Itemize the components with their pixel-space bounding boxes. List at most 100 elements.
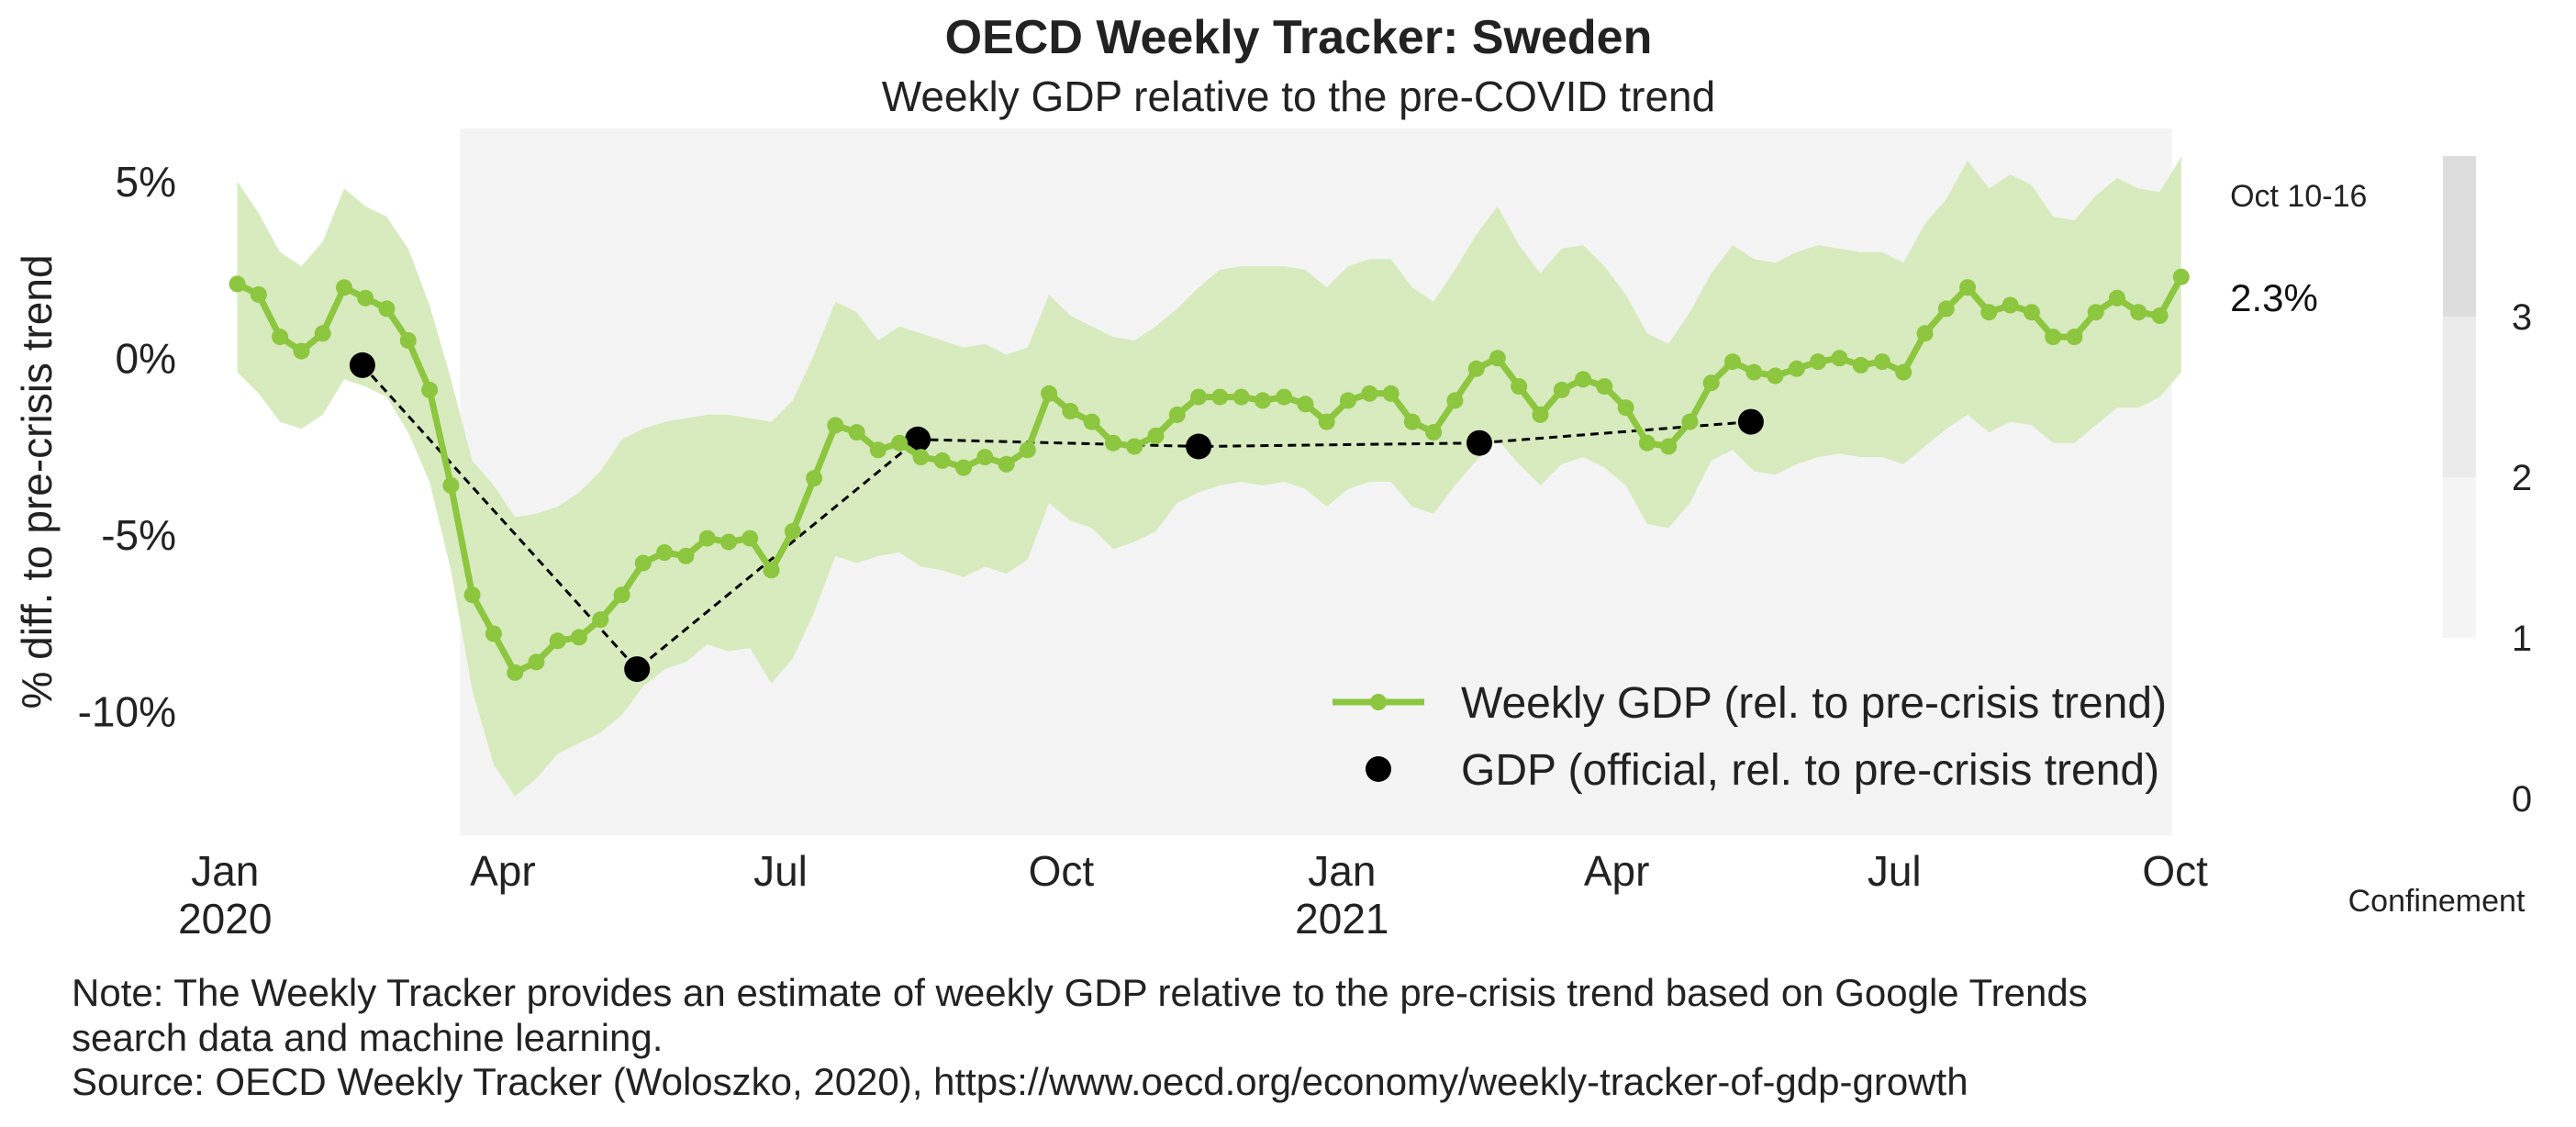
- colorbar-tick-label: 3: [2512, 297, 2532, 338]
- weekly-gdp-point: [1852, 356, 1869, 374]
- weekly-gdp-point: [2151, 307, 2169, 324]
- weekly-gdp-point: [421, 381, 439, 398]
- weekly-gdp-point: [1745, 363, 1763, 381]
- colorbar-tick-label: 1: [2512, 619, 2532, 659]
- official-gdp-point: [349, 351, 375, 378]
- x-tick-label: Oct: [2142, 847, 2208, 895]
- weekly-gdp-point: [2045, 329, 2062, 346]
- weekly-gdp-point: [806, 470, 823, 487]
- weekly-gdp-point: [293, 342, 310, 360]
- legend-official-label: GDP (official, rel. to pre-crisis trend): [1461, 746, 2159, 795]
- weekly-gdp-point: [1297, 396, 1314, 413]
- weekly-gdp-point: [1361, 385, 1378, 402]
- weekly-gdp-point: [507, 664, 524, 681]
- weekly-gdp-point: [891, 434, 909, 452]
- weekly-gdp-point: [742, 530, 759, 547]
- weekly-gdp-point: [1959, 279, 1976, 296]
- weekly-gdp-point: [314, 325, 331, 342]
- colorbar-label: Confinement: [2348, 884, 2526, 919]
- weekly-gdp-point: [571, 629, 587, 646]
- weekly-gdp-point: [1446, 392, 1464, 409]
- weekly-gdp-layer: [229, 268, 2190, 681]
- weekly-gdp-point: [229, 275, 246, 293]
- annotations-layer: Oct 10-16 2.3%: [2230, 179, 2367, 319]
- weekly-gdp-point: [1318, 413, 1335, 430]
- y-axis-label: % diff. to pre-crisis trend: [13, 254, 61, 709]
- weekly-gdp-point: [272, 329, 289, 346]
- weekly-gdp-point: [784, 522, 801, 540]
- weekly-gdp-point: [1873, 353, 1890, 371]
- weekly-gdp-point: [549, 632, 566, 650]
- weekly-gdp-point: [592, 611, 609, 629]
- weekly-gdp-point: [720, 533, 737, 551]
- weekly-gdp-point: [1105, 434, 1121, 452]
- legend: Weekly GDP (rel. to pre-crisis trend) GD…: [1333, 679, 2167, 795]
- weekly-gdp-point: [1211, 388, 1229, 406]
- weekly-gdp-point: [399, 332, 417, 349]
- weekly-gdp-point: [1638, 434, 1656, 452]
- annotation-latest-value: 2.3%: [2230, 276, 2318, 319]
- weekly-gdp-point: [528, 653, 545, 671]
- weekly-gdp-point: [1232, 388, 1250, 406]
- weekly-gdp-point: [1831, 350, 1848, 367]
- weekly-gdp-point: [2066, 329, 2083, 346]
- x-tick-label: Jan: [191, 847, 259, 895]
- weekly-gdp-point: [912, 449, 930, 466]
- weekly-gdp-point: [1340, 392, 1356, 409]
- weekly-gdp-point: [955, 459, 972, 476]
- colorbar-segment: [2443, 477, 2476, 638]
- official-gdp-point: [905, 426, 931, 452]
- weekly-gdp-point: [1702, 374, 1720, 392]
- weekly-gdp-point: [1276, 388, 1293, 406]
- x-tick-label: Jan: [1308, 847, 1376, 895]
- weekly-gdp-point: [763, 562, 780, 579]
- weekly-gdp-point: [656, 544, 674, 561]
- weekly-gdp-point: [613, 586, 630, 604]
- annotation-week-label: Oct 10-16: [2230, 179, 2367, 214]
- note-line-1: Note: The Weekly Tracker provides an est…: [72, 971, 2088, 1014]
- weekly-gdp-point: [1980, 304, 1998, 321]
- weekly-gdp-point: [998, 455, 1015, 473]
- confinement-colorbar: 0 1 2 3: [2443, 156, 2532, 820]
- colorbar-tick-label: 0: [2512, 779, 2532, 820]
- weekly-gdp-point: [827, 417, 844, 434]
- weekly-gdp-point: [1083, 413, 1100, 430]
- note-line-2: search data and machine learning.: [72, 1016, 663, 1059]
- weekly-gdp-point: [1041, 385, 1058, 402]
- weekly-gdp-point: [2023, 304, 2040, 321]
- chart-subtitle: Weekly GDP relative to the pre-COVID tre…: [882, 73, 1715, 120]
- x-tick-label: Oct: [1029, 847, 1095, 895]
- weekly-gdp-point: [1916, 325, 1934, 342]
- weekly-gdp-point: [1937, 300, 1955, 318]
- weekly-gdp-point: [1511, 378, 1528, 396]
- y-tick-label: -5%: [101, 511, 176, 559]
- confidence-band: [237, 156, 2181, 797]
- weekly-gdp-point: [1681, 413, 1699, 430]
- weekly-gdp-point: [1489, 350, 1506, 367]
- official-gdp-layer: [349, 351, 1764, 683]
- weekly-gdp-point: [1575, 371, 1592, 388]
- weekly-gdp-point: [1019, 441, 1036, 459]
- weekly-gdp-point: [485, 625, 502, 642]
- weekly-gdp-point: [336, 279, 352, 296]
- weekly-gdp-point: [677, 547, 695, 564]
- weekly-gdp-point: [698, 530, 716, 547]
- y-ticks-layer: 5% 0% -5% -10%: [78, 158, 176, 736]
- x-tick-label: 2021: [1295, 895, 1388, 943]
- y-tick-label: -10%: [78, 687, 176, 735]
- weekly-gdp-point: [848, 424, 865, 441]
- weekly-gdp-point: [1596, 378, 1613, 396]
- weekly-gdp-point: [1147, 427, 1165, 444]
- y-tick-label: 0%: [116, 334, 176, 382]
- legend-weekly-label: Weekly GDP (rel. to pre-crisis trend): [1461, 679, 2167, 728]
- weekly-gdp-point: [1403, 413, 1421, 430]
- official-gdp-point: [624, 656, 651, 683]
- weekly-gdp-point: [2130, 304, 2147, 321]
- weekly-gdp-point: [1553, 381, 1570, 398]
- weekly-gdp-point: [1617, 399, 1634, 417]
- weekly-gdp-point: [2172, 268, 2190, 285]
- chart-title: OECD Weekly Tracker: Sweden: [945, 11, 1653, 64]
- weekly-gdp-point: [1467, 360, 1485, 377]
- weekly-gdp-point: [1382, 385, 1400, 402]
